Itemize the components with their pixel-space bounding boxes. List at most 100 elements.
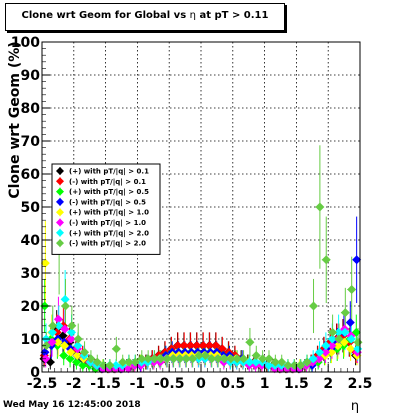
data-point xyxy=(347,285,357,294)
data-point xyxy=(327,341,337,351)
data-point xyxy=(194,351,204,360)
data-point xyxy=(53,337,63,347)
title-prefix: Clone wrt Geom for Global vs xyxy=(21,10,187,21)
data-point xyxy=(333,341,343,351)
legend-marker xyxy=(56,167,64,175)
data-point xyxy=(328,327,338,337)
legend-entry: (+) with pT/|q| > 0.5 xyxy=(69,188,149,197)
data-point xyxy=(245,357,255,367)
data-point xyxy=(47,327,57,337)
data-point xyxy=(213,354,223,364)
data-point xyxy=(239,354,249,364)
data-point xyxy=(156,354,166,364)
data-point xyxy=(308,354,318,364)
legend-entry: (-) with pT/|q| > 0.5 xyxy=(69,198,146,207)
x-tick-label: -2 xyxy=(66,376,82,392)
data-point xyxy=(66,347,76,357)
data-point xyxy=(162,354,172,364)
data-point xyxy=(111,360,121,370)
data-point xyxy=(124,357,134,367)
data-point xyxy=(41,341,51,351)
x-tick-label: 2.5 xyxy=(348,376,373,392)
data-point xyxy=(60,324,70,334)
data-point xyxy=(78,360,88,370)
data-point xyxy=(340,327,350,337)
data-point xyxy=(283,360,293,370)
data-point xyxy=(123,364,133,374)
x-tick-label: -1.5 xyxy=(90,376,121,392)
legend: (+) with pT/|q| > 0.1 (-) with pT/|q| > 0… xyxy=(51,163,161,255)
data-point xyxy=(205,341,215,351)
y-tick-label: 10 xyxy=(21,332,41,348)
data-point xyxy=(111,344,121,354)
legend-marker xyxy=(56,177,64,186)
data-point xyxy=(340,308,350,318)
y-tick-label: 40 xyxy=(21,233,41,249)
data-point xyxy=(345,318,355,327)
legend-box xyxy=(51,163,161,255)
legend-entry: (-) with pT/|q| > 2.0 xyxy=(69,240,146,249)
x-tick-label: 2 xyxy=(323,376,333,392)
data-point xyxy=(321,255,331,265)
legend-marker xyxy=(56,218,64,227)
data-point xyxy=(60,301,70,311)
data-point xyxy=(321,341,331,351)
legend-marker xyxy=(56,228,64,237)
data-point xyxy=(105,360,115,370)
legend-entry: (+) with pT/|q| > 2.0 xyxy=(69,229,149,238)
legend-entry: (+) with pT/|q| > 0.1 xyxy=(69,168,149,177)
data-point xyxy=(59,351,69,360)
data-point xyxy=(66,327,76,337)
data-points xyxy=(39,202,363,374)
data-point xyxy=(198,341,208,351)
data-point xyxy=(48,321,58,331)
data-point xyxy=(65,354,75,364)
data-point xyxy=(169,354,179,364)
x-tick-label: -2.5 xyxy=(27,376,58,392)
y-tick-label: 50 xyxy=(21,200,41,216)
data-point xyxy=(277,357,287,367)
data-point xyxy=(72,351,82,360)
tick-labels: -2.5 -2 -1.5 -1 -0.5 0 0.5 1 1.5 2 2.5 0 10 20 30 40 50 6… xyxy=(11,35,373,392)
title-eta-symbol: η xyxy=(189,10,196,21)
data-point xyxy=(309,301,319,311)
data-point xyxy=(232,354,242,364)
title-suffix: at pT > 0.11 xyxy=(199,10,269,21)
data-point xyxy=(321,347,331,357)
y-tick-label: 90 xyxy=(21,68,41,84)
data-point xyxy=(59,341,69,351)
data-point xyxy=(264,354,274,364)
data-point xyxy=(54,321,64,331)
data-point xyxy=(181,354,191,364)
data-point xyxy=(258,354,268,364)
data-point xyxy=(346,344,356,354)
data-point xyxy=(314,354,324,364)
data-point xyxy=(327,334,337,344)
x-tick-label: -0.5 xyxy=(154,376,185,392)
data-point xyxy=(86,354,96,364)
legend-entry: (+) with pT/|q| > 1.0 xyxy=(69,209,149,218)
data-point xyxy=(67,321,77,331)
data-point xyxy=(188,354,198,364)
data-point xyxy=(207,354,217,364)
data-point xyxy=(66,334,76,344)
data-point xyxy=(40,258,50,268)
y-tick-label: 0 xyxy=(30,365,40,381)
data-point xyxy=(92,357,102,367)
y-tick-label: 30 xyxy=(21,266,41,282)
data-point xyxy=(200,351,210,360)
title-box: Clone wrt Geom for Global vs η at pT > 0… xyxy=(5,3,285,31)
data-point xyxy=(175,354,185,364)
data-point xyxy=(264,360,274,370)
x-tick-label: 1.5 xyxy=(284,376,309,392)
data-point xyxy=(226,354,236,364)
data-point xyxy=(334,327,344,337)
data-point xyxy=(334,334,344,344)
data-point xyxy=(173,341,183,351)
y-tick-label: 80 xyxy=(21,101,41,117)
data-point xyxy=(315,202,325,212)
data-point xyxy=(80,347,90,357)
data-point xyxy=(137,354,147,364)
data-point xyxy=(296,360,306,370)
